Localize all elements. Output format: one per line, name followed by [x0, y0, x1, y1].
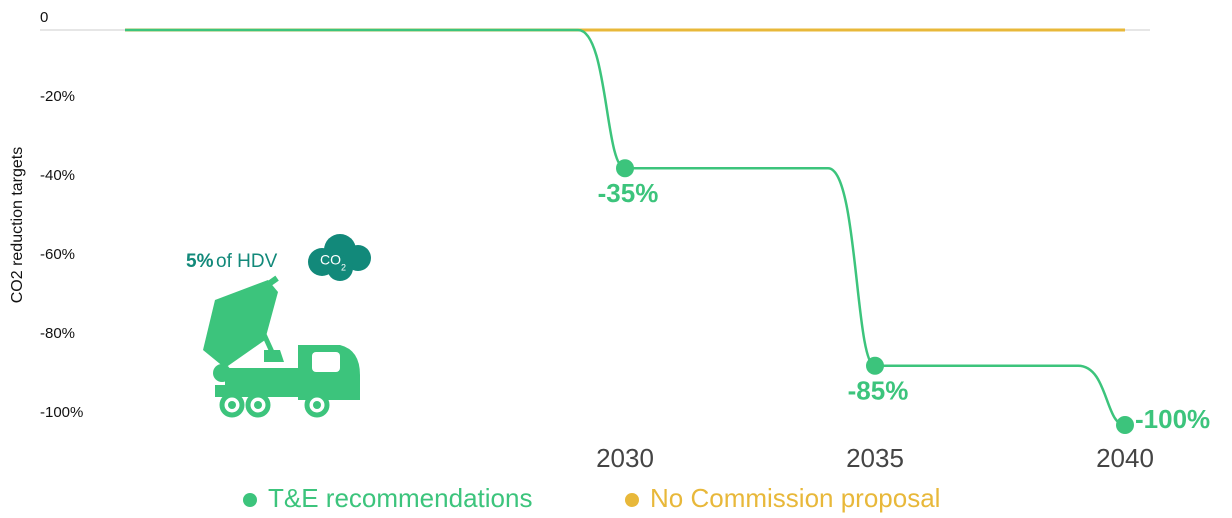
- data-point: [1116, 416, 1134, 434]
- cloud-subscript: 2: [341, 262, 346, 272]
- data-point: [866, 356, 884, 375]
- legend-marker: [243, 493, 257, 507]
- cloud-text: CO: [320, 252, 341, 268]
- co2-cloud: [308, 234, 371, 281]
- annotation-share: 5%: [186, 251, 214, 272]
- legend-marker: [625, 493, 639, 507]
- y-axis-label: CO2 reduction targets: [9, 147, 26, 304]
- legend-label: No Commission proposal: [650, 483, 940, 513]
- legend-label: T&E recommendations: [268, 483, 532, 513]
- x-tick-label: 2040: [1096, 443, 1154, 473]
- y-tick-label: -80%: [40, 325, 75, 342]
- y-tick-label: 0: [40, 9, 48, 26]
- annotation-text: of HDV: [216, 251, 278, 272]
- y-tick-label: -40%: [40, 167, 75, 184]
- x-tick-label: 2030: [596, 443, 654, 473]
- y-tick-label: -60%: [40, 246, 75, 263]
- data-label: -35%: [598, 178, 659, 208]
- data-label: -100%: [1135, 404, 1210, 434]
- x-tick-label: 2035: [846, 443, 904, 473]
- y-tick-label: -20%: [40, 88, 75, 105]
- y-tick-label: -100%: [40, 404, 83, 421]
- data-point: [616, 159, 634, 178]
- truck-icon: [203, 275, 360, 418]
- data-label: -85%: [848, 376, 909, 406]
- series-line: [125, 28, 1126, 427]
